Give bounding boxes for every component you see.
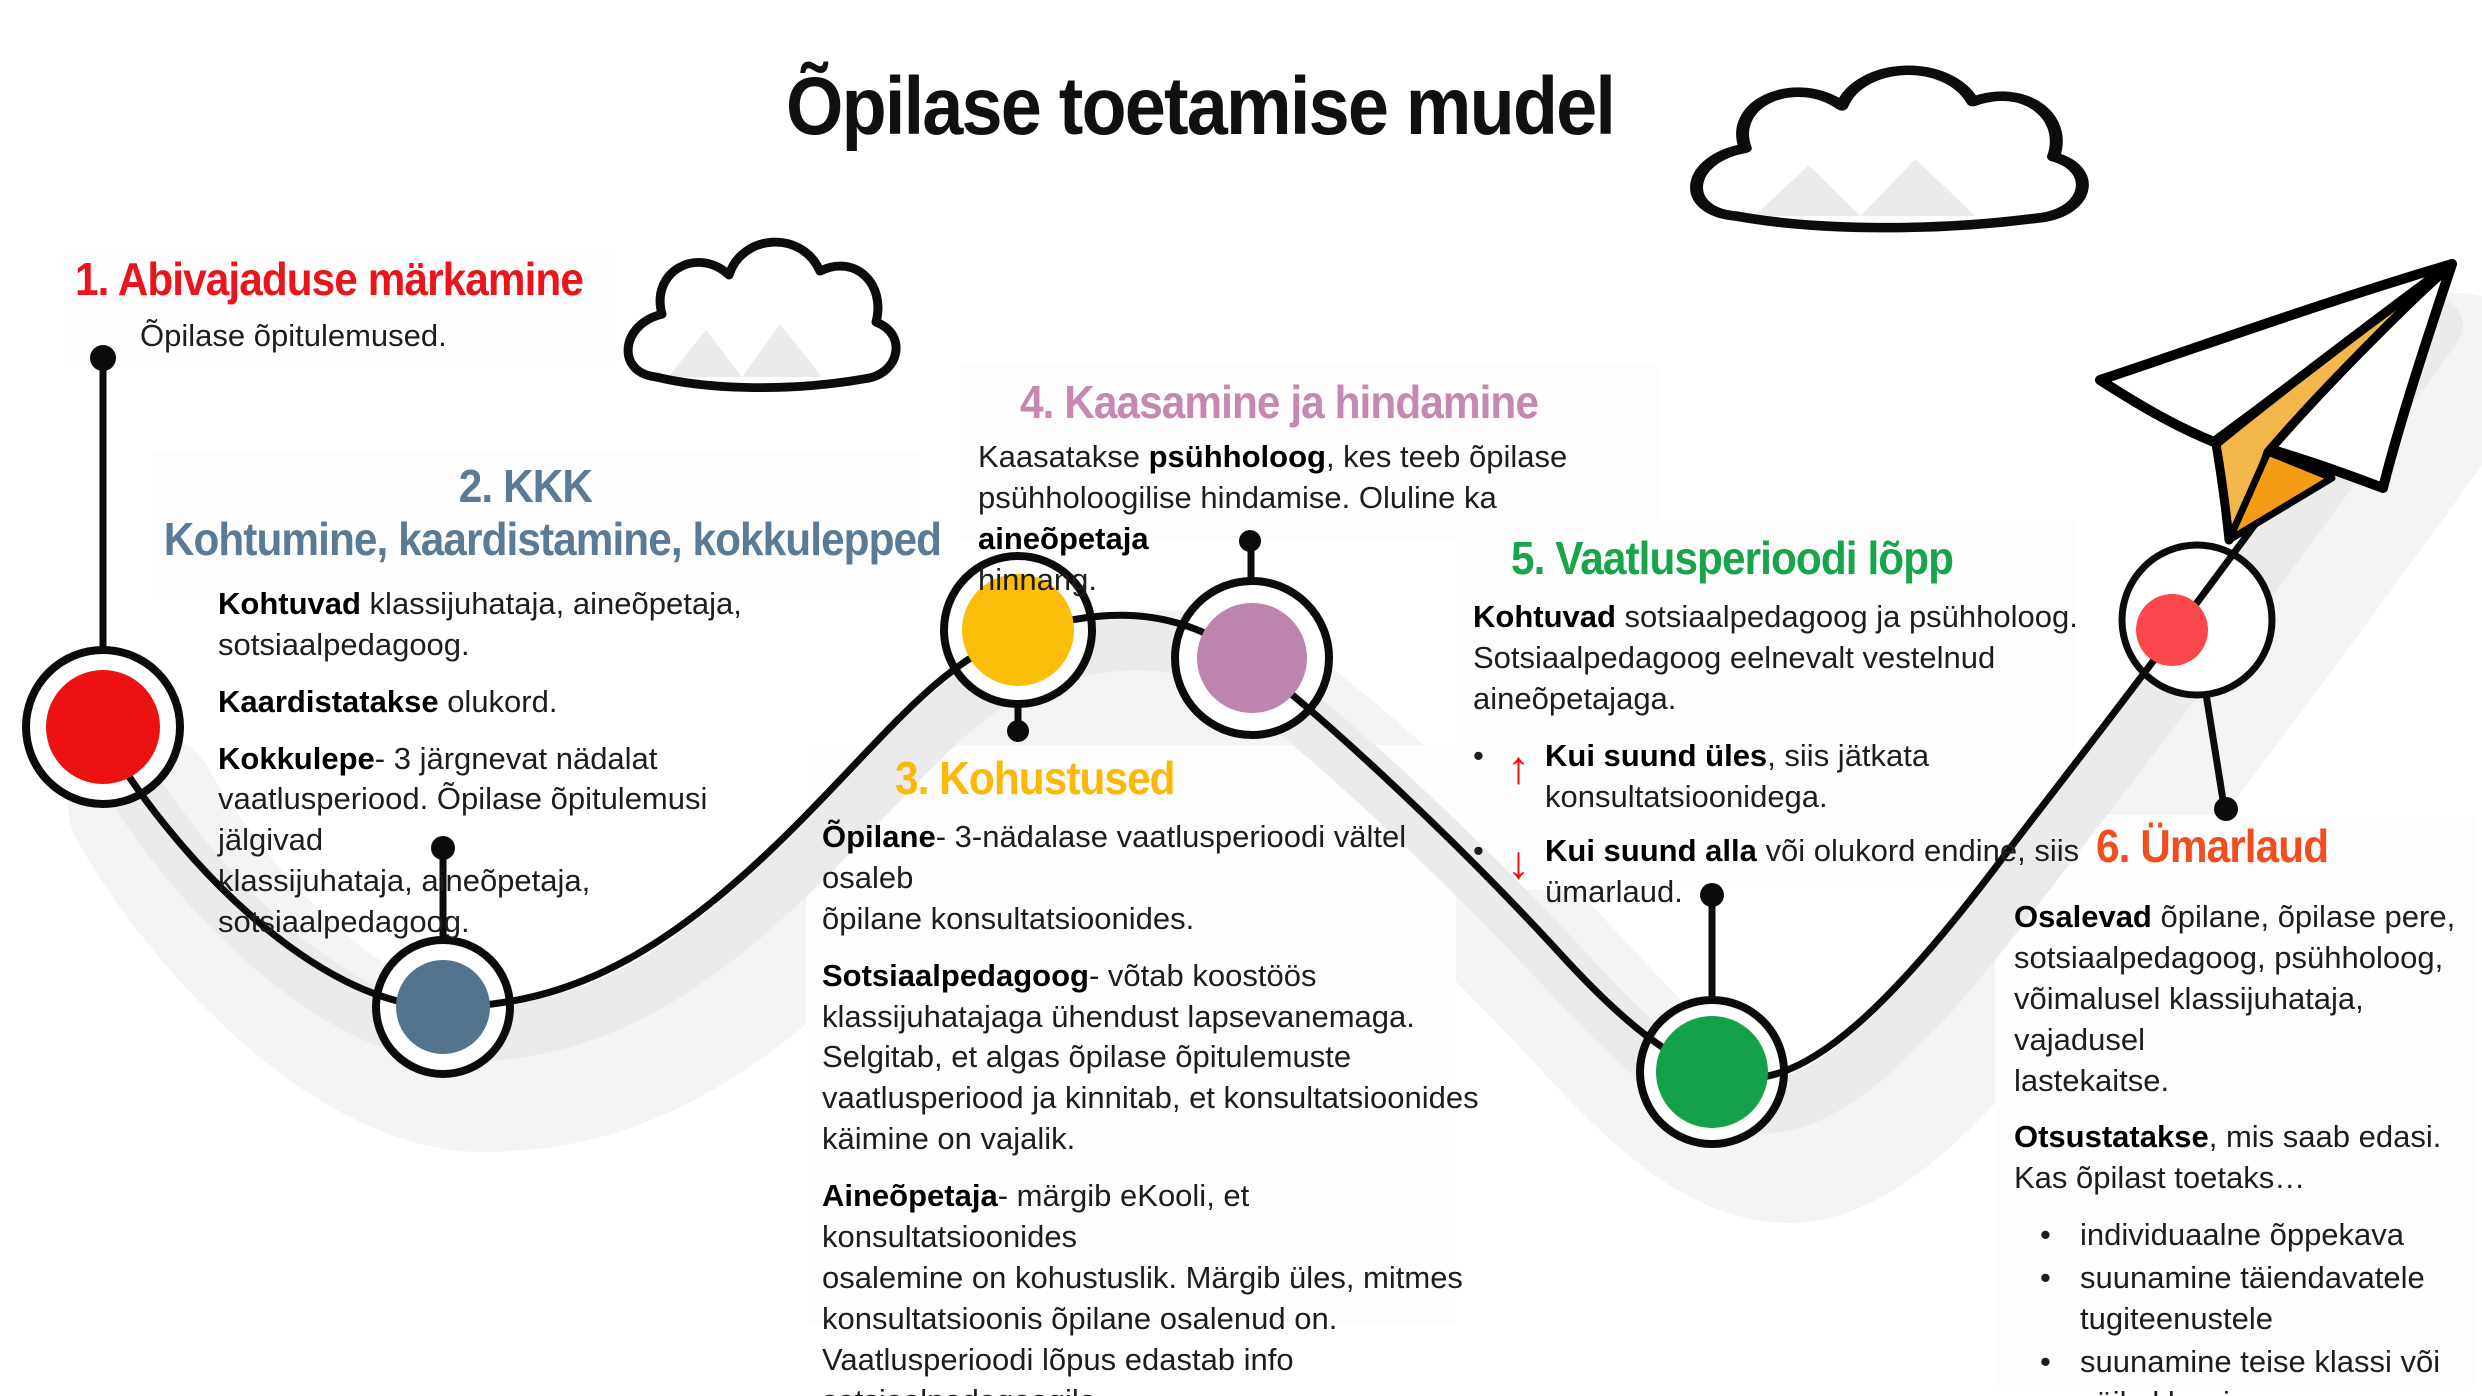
section-4-body: Kaasatakse psühholoog, kes teeb õpilase …: [978, 437, 1658, 601]
section-5-heading: 5. Vaatlusperioodi lõpp: [1511, 532, 1954, 584]
cloud-icon: [1697, 70, 2083, 227]
section-4-kaasamine-ja-hindamine: 4. Kaasamine ja hindamine Kaasatakse psü…: [978, 376, 1658, 617]
section-5-vaatlusperioodi-lopp: 5. Vaatlusperioodi lõpp Kohtuvad sotsiaa…: [1473, 532, 2093, 927]
section-6-body: Osalevad õpilane, õpilase pere, sotsiaal…: [2014, 897, 2482, 1199]
section-2-subheading: Kohtumine, kaardistamine, kokkulepped: [163, 512, 942, 565]
paper-plane-icon: [2095, 259, 2457, 545]
s2-paragraph: Kokkulepe- 3 järgnevat nädalat vaatluspe…: [218, 740, 708, 940]
milestone-dot-2: [396, 960, 490, 1054]
milestone-dot-6: [2136, 594, 2208, 666]
milestone-dot-1: [46, 670, 160, 784]
section-2-kkk: 2. KKK Kohtumine, kaardistamine, kokkule…: [130, 460, 942, 959]
section-1-heading: 1. Abivajaduse märkamine: [75, 253, 584, 305]
cloud-shade: [1753, 158, 1976, 217]
section-4-heading: 4. Kaasamine ja hindamine: [1020, 376, 1539, 428]
page-title-text: Õpilase toetamise mudel: [786, 61, 1616, 152]
stem-6: [2202, 693, 2227, 801]
bullet-text: suunamine teise klassi või väikeklassi: [2080, 1343, 2441, 1396]
bullet-dot: •: [1473, 833, 1484, 869]
bullet-text: individuaalne õppekava: [2080, 1217, 2405, 1253]
bullet-text: suunamine täiendavatele tugiteenustele: [2080, 1260, 2425, 1337]
s3-paragraph: Aineõpetaja- märgib eKooli, et konsultat…: [822, 1178, 1463, 1396]
bullet-dot: •: [2040, 1260, 2051, 1296]
page-title: Õpilase toetamise mudel: [740, 60, 1660, 154]
panel-section1: [60, 245, 620, 365]
stem-dot-5: [1700, 883, 1724, 907]
bullet-dot: •: [2040, 1217, 2051, 1253]
panel-section3: [806, 745, 1456, 1325]
s6-bullet-item: • suunamine teise klassi või väikeklassi: [2014, 1342, 2482, 1396]
stem-dot-6: [2214, 797, 2238, 821]
milestone-dot-4: [1197, 603, 1307, 713]
s1-paragraph: Õpilase õpitulemused.: [140, 317, 447, 353]
section-6-umarlaud: 6. Ümarlaud Osalevad õpilane, õpilase pe…: [2014, 820, 2482, 1396]
up-arrow-icon: ↑: [1507, 740, 1530, 793]
section-5-arrow-bullets: • ↑ Kui suund üles, siis jätkata konsultat…: [1473, 736, 2093, 914]
stem-dot-2: [431, 836, 455, 860]
section-6-heading: 6. Ümarlaud: [2096, 820, 2329, 872]
panel-section2: [150, 452, 920, 602]
plane-fold: [2225, 448, 2336, 544]
s6-bullet-item: • individuaalne õppekava: [2014, 1215, 2482, 1256]
section-3-body: Õpilane- 3-nädalase vaatlusperioodi vält…: [822, 817, 1482, 1396]
section-5-body: Kohtuvad sotsiaalpedagoog ja psühholoog.…: [1473, 597, 2093, 720]
panel-section5: [1455, 520, 2075, 890]
s2-paragraph: Kaardistatakse olukord.: [218, 683, 558, 719]
section-2-body: Kohtuvad klassijuhataja, aineõpetaja, so…: [218, 584, 818, 943]
s6-paragraph: Otsustatakse, mis saab edasi. Kas õpilas…: [2014, 1119, 2442, 1196]
arrow-bullet-text: Kui suund alla või olukord endine, siis …: [1545, 833, 2080, 910]
panel-section6: [1995, 815, 2475, 1390]
stem-dot-1: [90, 345, 116, 371]
panel-section4: [960, 365, 1660, 540]
milestone-dot-3: [962, 574, 1074, 686]
s6-paragraph: Osalevad õpilane, õpilase pere, sotsiaal…: [2014, 898, 2456, 1098]
section-1-abivajaduse-markamine: 1. Abivajaduse märkamine Õpilase õpitule…: [75, 253, 627, 373]
milestone-dot-5: [1656, 1016, 1768, 1128]
section-2-heading: 2. KKK: [458, 460, 592, 512]
section-1-body: Õpilase õpitulemused.: [140, 316, 627, 357]
bullet-dot: •: [1473, 737, 1484, 773]
section-3-kohustused: 3. Kohustused Õpilane- 3-nädalase vaatlu…: [822, 752, 1482, 1396]
s5-arrow-bullet: • ↑ Kui suund üles, siis jätkata konsultat…: [1473, 736, 2093, 818]
cloud-shade: [668, 324, 822, 377]
down-arrow-icon: ↓: [1507, 836, 1530, 889]
arrow-bullet-text: Kui suund üles, siis jätkata konsultatsi…: [1545, 737, 1930, 814]
section-6-bullet-list: • individuaalne õppekava • suunamine täiend…: [2014, 1215, 2482, 1396]
s6-bullet-item: • suunamine täiendavatele tugiteenustele: [2014, 1258, 2482, 1340]
stem-dots: [90, 345, 2238, 907]
cloud-icon: [628, 242, 896, 387]
stem-dot-3: [1007, 720, 1029, 742]
s5-arrow-bullet: • ↓ Kui suund alla või olukord endine, sii…: [1473, 831, 2093, 913]
stem-dot-4: [1239, 530, 1261, 552]
s5-paragraph: Kohtuvad sotsiaalpedagoog ja psühholoog.…: [1473, 598, 2078, 716]
section-3-heading: 3. Kohustused: [895, 752, 1176, 804]
s4-paragraph: Kaasatakse psühholoog, kes teeb õpilase …: [978, 438, 1568, 597]
s3-paragraph: Sotsiaalpedagoog- võtab koostöös klassij…: [822, 957, 1479, 1157]
s3-paragraph: Õpilane- 3-nädalase vaatlusperioodi vält…: [822, 818, 1407, 936]
bullet-dot: •: [2040, 1343, 2051, 1379]
s2-paragraph: Kohtuvad klassijuhataja, aineõpetaja, so…: [218, 585, 742, 662]
